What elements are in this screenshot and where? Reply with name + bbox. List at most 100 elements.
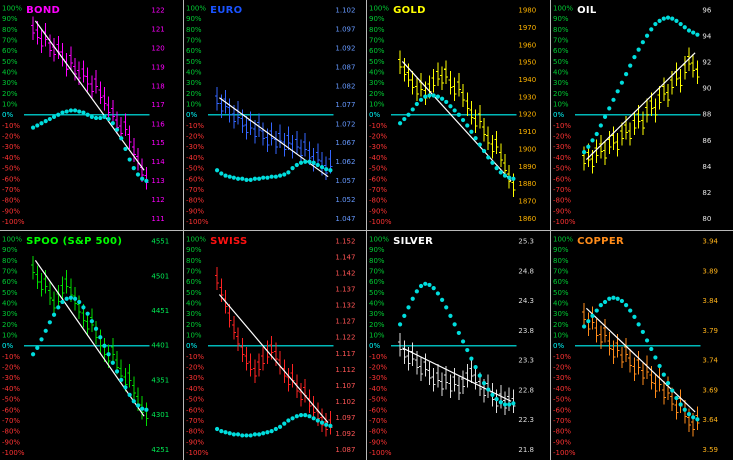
svg-text:1.082: 1.082 — [335, 81, 355, 90]
svg-text:50%: 50% — [369, 57, 385, 66]
svg-text:90%: 90% — [2, 14, 18, 23]
svg-text:90%: 90% — [369, 14, 385, 23]
svg-text:-10%: -10% — [369, 121, 387, 130]
svg-text:-40%: -40% — [2, 383, 20, 392]
svg-text:40%: 40% — [186, 68, 202, 77]
price-axis: 25.3 24.8 24.3 23.8 23.3 22.8 22.3 21.8 — [518, 236, 534, 453]
svg-text:-100%: -100% — [369, 447, 392, 456]
svg-text:20%: 20% — [186, 319, 202, 328]
svg-text:-50%: -50% — [553, 164, 571, 173]
svg-text:86: 86 — [702, 136, 711, 145]
svg-text:90: 90 — [702, 84, 711, 93]
svg-text:30%: 30% — [2, 309, 18, 318]
svg-text:-40%: -40% — [186, 153, 204, 162]
svg-text:1.147: 1.147 — [335, 252, 355, 261]
panel-title-bond: BOND — [26, 5, 60, 16]
svg-text:-40%: -40% — [553, 153, 571, 162]
svg-text:-70%: -70% — [2, 416, 20, 425]
svg-text:-80%: -80% — [186, 196, 204, 205]
svg-text:1.107: 1.107 — [335, 380, 355, 389]
svg-text:120: 120 — [151, 43, 164, 52]
svg-text:-100%: -100% — [2, 217, 25, 226]
svg-text:116: 116 — [151, 119, 165, 128]
svg-text:90%: 90% — [553, 245, 569, 254]
svg-text:30%: 30% — [553, 78, 569, 87]
svg-text:20%: 20% — [553, 89, 569, 98]
svg-text:-40%: -40% — [369, 383, 387, 392]
trend-line — [34, 20, 145, 171]
svg-text:1.097: 1.097 — [335, 24, 355, 33]
svg-text:4551: 4551 — [151, 236, 169, 245]
price-axis: 3.94 3.89 3.84 3.79 3.74 3.69 3.64 3.59 — [702, 236, 718, 453]
svg-text:100%: 100% — [186, 4, 206, 13]
price-axis: 4551 4501 4451 4401 4351 4301 4251 — [151, 236, 169, 453]
price-bars — [581, 302, 699, 436]
trend-line — [585, 52, 696, 160]
svg-text:1890: 1890 — [518, 162, 536, 171]
svg-text:1.152: 1.152 — [335, 236, 355, 245]
percent-axis: 100%90%80%70%60%50%40%30%20%10%0%-10%-20… — [553, 234, 576, 456]
svg-text:117: 117 — [151, 100, 164, 109]
panel-oil: 100% 90% 80% 70% 60% 50% 40% 30% 20% 10% 0% -10% -20… — [550, 0, 733, 230]
svg-text:40%: 40% — [553, 298, 569, 307]
panel-silver: 100% 90% 80% 70% 60% 50% 40% 30% 20% 10% 0% -10% -20… — [367, 230, 550, 460]
percent-axis: 100%90%80%70%60%50%40%30%20%10%0%-10%-20… — [369, 4, 392, 226]
panel-spoo: 100% 90% 80% 70% 60% 50% 40% 30% 20% 10% 0% -10% -20… — [0, 230, 183, 460]
svg-text:-70%: -70% — [553, 416, 571, 425]
svg-text:70%: 70% — [186, 36, 202, 45]
svg-text:4501: 4501 — [151, 271, 169, 280]
svg-text:100%: 100% — [2, 234, 22, 243]
svg-text:0%: 0% — [369, 341, 380, 350]
svg-text:10%: 10% — [2, 100, 18, 109]
indicator-dots — [581, 15, 700, 155]
svg-text:1.052: 1.052 — [335, 195, 355, 204]
svg-text:-60%: -60% — [369, 405, 387, 414]
svg-text:23.3: 23.3 — [518, 355, 534, 364]
svg-text:-50%: -50% — [2, 164, 20, 173]
svg-text:60%: 60% — [2, 277, 18, 286]
panel-euro: 100% 90% 80% 70% 60% 50% 40% 30% 20% 10% 0% -10% -20… — [183, 0, 366, 230]
svg-text:40%: 40% — [186, 298, 202, 307]
svg-text:1.102: 1.102 — [335, 396, 355, 405]
svg-text:-30%: -30% — [186, 142, 204, 151]
svg-text:100%: 100% — [186, 234, 206, 243]
svg-text:50%: 50% — [553, 287, 569, 296]
svg-text:50%: 50% — [186, 57, 202, 66]
svg-text:1860: 1860 — [518, 214, 536, 223]
svg-text:3.59: 3.59 — [702, 444, 718, 453]
svg-text:30%: 30% — [2, 78, 18, 87]
svg-text:100%: 100% — [2, 4, 22, 13]
svg-text:1.142: 1.142 — [335, 268, 355, 277]
svg-text:-60%: -60% — [186, 405, 204, 414]
svg-text:21.8: 21.8 — [518, 444, 534, 453]
svg-text:80%: 80% — [553, 255, 569, 264]
svg-text:121: 121 — [151, 24, 164, 33]
panel-bond: 100% 90% 80% 70% 60% 50% 40% 30% 20% 10% 0% -10% -20… — [0, 0, 183, 230]
svg-text:50%: 50% — [2, 287, 18, 296]
svg-text:3.89: 3.89 — [702, 266, 718, 275]
svg-text:-40%: -40% — [369, 153, 387, 162]
svg-text:0%: 0% — [2, 110, 13, 119]
svg-text:4451: 4451 — [151, 305, 169, 314]
svg-text:1.077: 1.077 — [335, 100, 355, 109]
svg-text:22.3: 22.3 — [518, 415, 534, 424]
trend-line — [218, 97, 328, 178]
svg-text:-80%: -80% — [2, 426, 20, 435]
indicator-dots — [30, 108, 149, 183]
svg-text:118: 118 — [151, 81, 164, 90]
panel-title-spoo: SPOO (S&P 500) — [26, 236, 122, 247]
panel-swiss: 100% 90% 80% 70% 60% 50% 40% 30% 20% 10% 0% -10% -20… — [183, 230, 366, 460]
svg-text:-100%: -100% — [186, 217, 209, 226]
svg-text:3.79: 3.79 — [702, 325, 718, 334]
svg-text:1960: 1960 — [518, 40, 536, 49]
svg-text:1950: 1950 — [518, 58, 536, 67]
svg-text:-10%: -10% — [2, 121, 20, 130]
oil-chart: 100%90% 80% 70%60% 50% 40%30% 20% 10%0% -10% -20… — [553, 4, 712, 226]
svg-text:90%: 90% — [186, 245, 202, 254]
svg-text:122: 122 — [151, 6, 164, 15]
svg-text:-80%: -80% — [369, 196, 387, 205]
svg-text:-30%: -30% — [369, 373, 387, 382]
svg-text:1.087: 1.087 — [335, 62, 355, 71]
svg-text:80%: 80% — [186, 255, 202, 264]
svg-text:-60%: -60% — [2, 405, 20, 414]
